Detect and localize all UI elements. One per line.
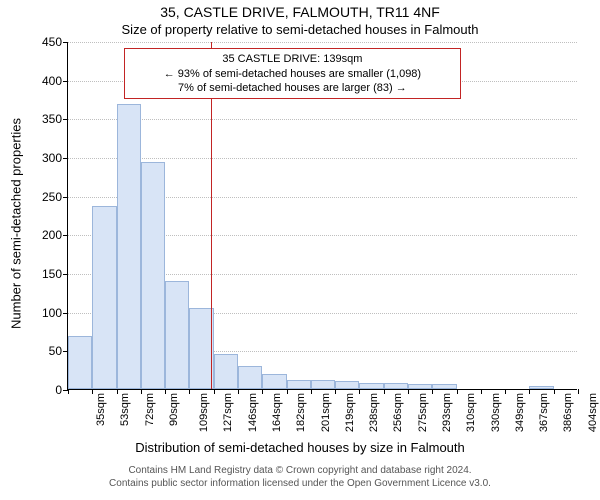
y-tick-label: 450 <box>42 35 68 49</box>
x-tick-mark <box>505 389 506 394</box>
y-gridline <box>68 119 577 120</box>
histogram-bar <box>165 281 189 389</box>
x-tick-mark <box>287 389 288 394</box>
x-tick-label: 310sqm <box>465 393 477 432</box>
x-tick-mark <box>554 389 555 394</box>
x-tick-label: 35sqm <box>95 393 107 426</box>
x-tick-mark <box>189 389 190 394</box>
x-tick-mark <box>359 389 360 394</box>
x-tick-label: 201sqm <box>320 393 332 432</box>
x-tick-mark <box>214 389 215 394</box>
x-tick-label: 146sqm <box>247 393 259 432</box>
annotation-line: ← 93% of semi-detached houses are smalle… <box>131 67 454 81</box>
x-tick-label: 90sqm <box>168 393 180 426</box>
x-tick-mark <box>68 389 69 394</box>
y-tick-label: 200 <box>42 228 68 242</box>
y-tick-label: 150 <box>42 267 68 281</box>
histogram-bar <box>117 104 141 389</box>
histogram-bar <box>335 381 359 389</box>
x-tick-label: 109sqm <box>198 393 210 432</box>
x-axis-label: Distribution of semi-detached houses by … <box>0 440 600 455</box>
histogram-bar <box>238 366 262 389</box>
histogram-bar <box>189 308 213 389</box>
x-tick-mark <box>578 389 579 394</box>
annotation-box: 35 CASTLE DRIVE: 139sqm← 93% of semi-det… <box>124 48 461 99</box>
x-tick-label: 386sqm <box>563 393 575 432</box>
annotation-line: 35 CASTLE DRIVE: 139sqm <box>131 52 454 66</box>
y-tick-label: 400 <box>42 74 68 88</box>
histogram-bar <box>141 162 165 389</box>
x-tick-label: 404sqm <box>587 393 599 432</box>
x-tick-label: 367sqm <box>538 393 550 432</box>
x-tick-label: 275sqm <box>417 393 429 432</box>
histogram-bar <box>68 336 92 389</box>
histogram-bar <box>359 383 383 389</box>
histogram-bar <box>529 386 553 389</box>
x-tick-mark <box>117 389 118 394</box>
x-tick-mark <box>335 389 336 394</box>
x-tick-mark <box>262 389 263 394</box>
histogram-bar <box>287 380 311 389</box>
histogram-bar <box>384 383 408 389</box>
y-tick-label: 100 <box>42 306 68 320</box>
x-tick-mark <box>529 389 530 394</box>
y-tick-label: 250 <box>42 190 68 204</box>
x-tick-label: 72sqm <box>144 393 156 426</box>
histogram-bar <box>432 384 456 389</box>
x-tick-mark <box>432 389 433 394</box>
x-tick-mark <box>384 389 385 394</box>
footer-attribution: Contains HM Land Registry data © Crown c… <box>0 464 600 490</box>
x-tick-label: 182sqm <box>295 393 307 432</box>
footer-line-1: Contains HM Land Registry data © Crown c… <box>0 464 600 477</box>
x-tick-mark <box>457 389 458 394</box>
footer-line-2: Contains public sector information licen… <box>0 477 600 490</box>
x-tick-label: 293sqm <box>441 393 453 432</box>
y-gridline <box>68 158 577 159</box>
x-tick-mark <box>92 389 93 394</box>
x-tick-mark <box>238 389 239 394</box>
x-tick-label: 256sqm <box>393 393 405 432</box>
y-gridline <box>68 42 577 43</box>
x-tick-mark <box>311 389 312 394</box>
plot-area: 05010015020025030035040045035sqm53sqm72s… <box>67 42 577 390</box>
histogram-bar <box>408 384 432 389</box>
y-tick-label: 350 <box>42 112 68 126</box>
x-tick-mark <box>408 389 409 394</box>
x-tick-label: 164sqm <box>271 393 283 432</box>
chart-title-sub: Size of property relative to semi-detach… <box>0 22 600 37</box>
x-tick-label: 219sqm <box>344 393 356 432</box>
histogram-bar <box>92 206 116 389</box>
x-tick-label: 53sqm <box>119 393 131 426</box>
x-tick-label: 349sqm <box>514 393 526 432</box>
y-tick-label: 50 <box>49 344 68 358</box>
x-tick-label: 238sqm <box>368 393 380 432</box>
x-tick-mark <box>481 389 482 394</box>
histogram-bar <box>311 380 335 389</box>
annotation-line: 7% of semi-detached houses are larger (8… <box>131 81 454 95</box>
y-tick-label: 0 <box>55 383 68 397</box>
y-tick-label: 300 <box>42 151 68 165</box>
x-tick-mark <box>165 389 166 394</box>
y-axis-label: Number of semi-detached properties <box>9 50 24 398</box>
histogram-bar <box>262 374 286 389</box>
x-tick-mark <box>141 389 142 394</box>
x-tick-label: 127sqm <box>223 393 235 432</box>
x-tick-label: 330sqm <box>490 393 502 432</box>
histogram-bar <box>214 354 238 389</box>
chart-title-main: 35, CASTLE DRIVE, FALMOUTH, TR11 4NF <box>0 4 600 20</box>
